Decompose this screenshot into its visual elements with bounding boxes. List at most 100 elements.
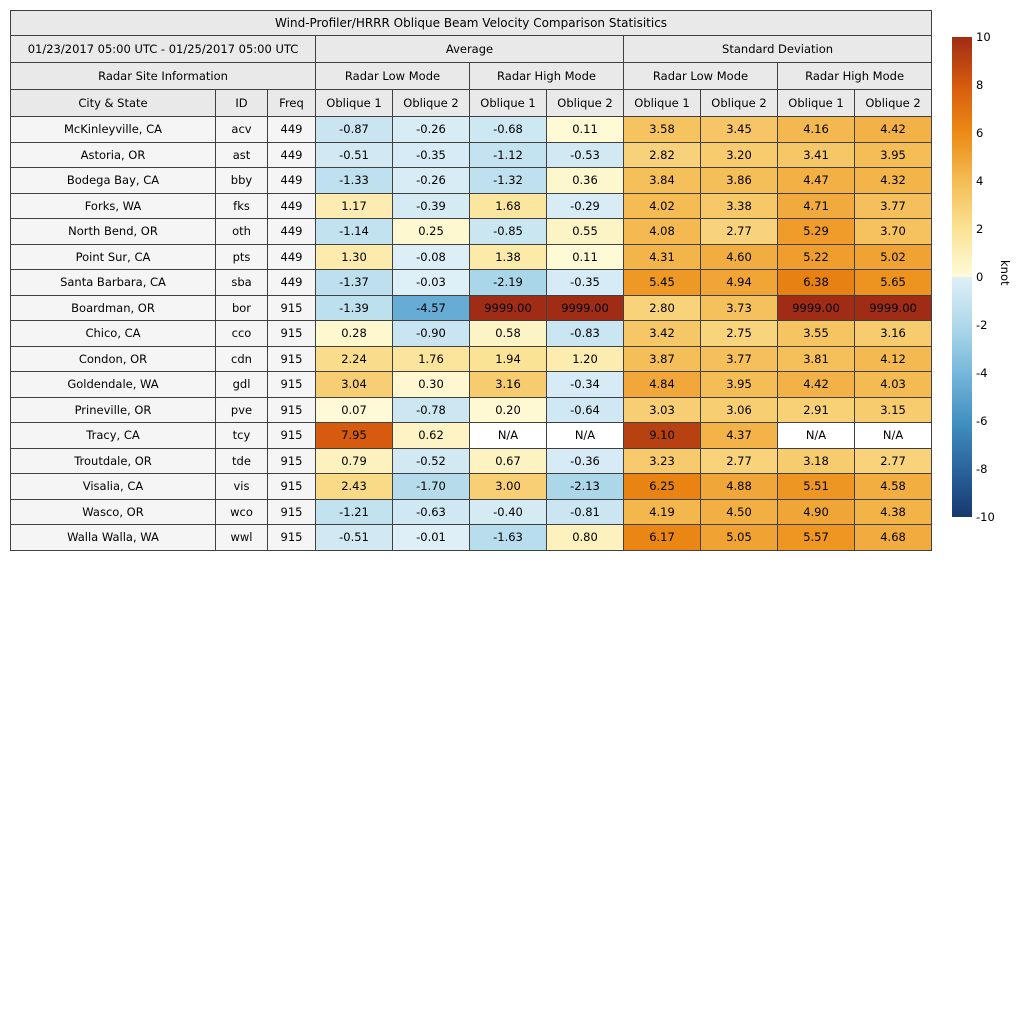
value-cell: -0.78	[392, 396, 470, 423]
city-cell: Walla Walla, WA	[10, 524, 216, 551]
value-cell: 4.31	[623, 243, 701, 270]
table-row: Astoria, OR ast 449 -0.51 -0.35 -1.12 -0.53 2.8…	[10, 141, 933, 168]
value-cell: 5.45	[623, 269, 701, 296]
freq-cell: 915	[267, 498, 316, 525]
freq-cell: 449	[267, 116, 316, 143]
value-cell: 3.04	[315, 371, 393, 398]
value-cell: 6.25	[623, 473, 701, 500]
city-cell: Boardman, OR	[10, 294, 216, 321]
value-cell: 5.05	[700, 524, 778, 551]
value-cell: 6.38	[777, 269, 855, 296]
value-cell: 0.79	[315, 447, 393, 474]
value-cell: 3.38	[700, 192, 778, 219]
city-cell: Astoria, OR	[10, 141, 216, 168]
value-cell: 0.11	[546, 116, 624, 143]
value-cell: 5.65	[853, 269, 933, 296]
table-row: Tracy, CA tcy 915 7.95 0.62 N/A N/A 9.10 4.37 N/A…	[10, 422, 933, 449]
value-cell: -1.39	[315, 294, 393, 321]
value-cell: 4.68	[853, 524, 933, 551]
freq-cell: 915	[267, 371, 316, 398]
value-cell: -0.26	[392, 167, 470, 194]
colorbar-tick-label: 6	[976, 126, 984, 140]
value-cell: -4.57	[392, 294, 470, 321]
table-body: McKinleyville, CA acv 449 -0.87 -0.26 -0.68 0.…	[10, 116, 933, 551]
value-cell: 9999.00	[853, 294, 933, 321]
value-cell: -0.85	[469, 218, 547, 245]
value-cell: 0.80	[546, 524, 624, 551]
mode-header-cell: Radar High Mode	[776, 62, 933, 90]
freq-cell: 915	[267, 345, 316, 372]
value-cell: 3.77	[853, 192, 933, 219]
value-cell: -0.26	[392, 116, 470, 143]
value-cell: 4.16	[777, 116, 855, 143]
value-cell: 0.62	[392, 422, 470, 449]
freq-cell: 915	[267, 396, 316, 423]
table-row: Forks, WA fks 449 1.17 -0.39 1.68 -0.29 4.02 3.3…	[10, 192, 933, 219]
value-cell: 0.58	[469, 320, 547, 347]
value-cell: -1.63	[469, 524, 547, 551]
value-cell: 2.75	[700, 320, 778, 347]
site-id-cell: vis	[215, 473, 268, 500]
column-header-cell: Oblique 1	[777, 89, 855, 117]
freq-cell: 449	[267, 167, 316, 194]
mode-header-cell: Radar Low Mode	[315, 62, 470, 90]
value-cell: 4.32	[853, 167, 933, 194]
value-cell: 3.41	[777, 141, 855, 168]
value-cell: 3.45	[700, 116, 778, 143]
value-cell: -1.33	[315, 167, 393, 194]
value-cell: -0.63	[392, 498, 470, 525]
city-cell: Wasco, OR	[10, 498, 216, 525]
date-range-cell: 01/23/2017 05:00 UTC - 01/25/2017 05:00 …	[10, 35, 316, 63]
value-cell: -0.90	[392, 320, 470, 347]
city-cell: Point Sur, CA	[10, 243, 216, 270]
value-cell: 4.12	[853, 345, 933, 372]
value-cell: 9999.00	[777, 294, 855, 321]
city-cell: Goldendale, WA	[10, 371, 216, 398]
value-cell: 3.84	[623, 167, 701, 194]
value-cell: 3.95	[853, 141, 933, 168]
site-id-cell: cdn	[215, 345, 268, 372]
site-id-cell: cco	[215, 320, 268, 347]
city-cell: North Bend, OR	[10, 218, 216, 245]
value-cell: 1.20	[546, 345, 624, 372]
value-cell: 2.43	[315, 473, 393, 500]
site-id-cell: bor	[215, 294, 268, 321]
value-cell: 4.84	[623, 371, 701, 398]
group-header-row: 01/23/2017 05:00 UTC - 01/25/2017 05:00 …	[10, 35, 933, 63]
site-id-cell: fks	[215, 192, 268, 219]
value-cell: 3.16	[469, 371, 547, 398]
value-cell: 4.42	[853, 116, 933, 143]
value-cell: 3.20	[700, 141, 778, 168]
column-header-cell: Oblique 2	[546, 89, 624, 117]
value-cell: 4.90	[777, 498, 855, 525]
city-cell: Condon, OR	[10, 345, 216, 372]
value-cell: -0.81	[546, 498, 624, 525]
colorbar-tick-label: -2	[976, 318, 988, 332]
value-cell: -0.52	[392, 447, 470, 474]
value-cell: 2.77	[700, 218, 778, 245]
value-cell: 6.17	[623, 524, 701, 551]
value-cell: 4.88	[700, 473, 778, 500]
column-header-cell: Oblique 2	[853, 89, 933, 117]
value-cell: -0.03	[392, 269, 470, 296]
value-cell: 4.19	[623, 498, 701, 525]
colorbar-gradient	[952, 37, 972, 517]
table-title-row: Wind-Profiler/HRRR Oblique Beam Velocity…	[9, 10, 933, 36]
value-cell: 3.15	[853, 396, 933, 423]
site-id-cell: tcy	[215, 422, 268, 449]
mode-header-row: Radar Site Information Radar Low Mode Ra…	[10, 62, 933, 90]
value-cell: -0.34	[546, 371, 624, 398]
value-cell: -0.51	[315, 524, 393, 551]
value-cell: 3.77	[700, 345, 778, 372]
value-cell: -0.87	[315, 116, 393, 143]
value-cell: 3.81	[777, 345, 855, 372]
site-id-cell: acv	[215, 116, 268, 143]
site-info-header-cell: Radar Site Information	[10, 62, 316, 90]
value-cell: 3.86	[700, 167, 778, 194]
table-row: Bodega Bay, CA bby 449 -1.33 -0.26 -1.32 0.36 3…	[10, 167, 933, 194]
value-cell: 0.28	[315, 320, 393, 347]
site-id-cell: bby	[215, 167, 268, 194]
value-cell: 5.57	[777, 524, 855, 551]
table-row: Condon, OR cdn 915 2.24 1.76 1.94 1.20 3.87 3.77…	[10, 345, 933, 372]
value-cell: 2.82	[623, 141, 701, 168]
